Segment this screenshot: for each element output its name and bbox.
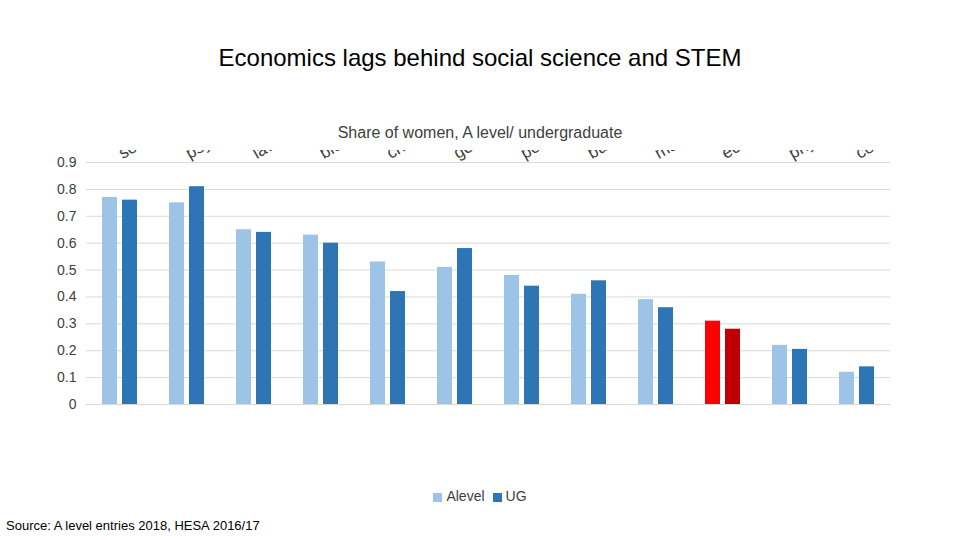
html-text:Source: A level entries 2018,: Source: A level entries 2018, HESA 2016/…: [6, 518, 260, 533]
svg-text:law: law: [249, 150, 281, 163]
svg-text:0.3: 0.3: [57, 315, 77, 331]
svg-text:physics: physics: [785, 150, 844, 163]
svg-text:biology: biology: [316, 150, 373, 163]
html-text:Alevel: Alevel: [446, 488, 485, 504]
svg-text:0: 0: [69, 396, 77, 412]
svg-text:geography: geography: [450, 150, 530, 163]
svg-text:0.7: 0.7: [57, 208, 77, 224]
svg-text:maths: maths: [651, 150, 701, 163]
html-text:Economics lags behind social s: Economics lags behind social science and…: [218, 44, 742, 71]
svg-text:0.1: 0.1: [57, 369, 77, 385]
svg-text:0.9: 0.9: [57, 154, 77, 170]
svg-text:chemistry: chemistry: [383, 150, 456, 163]
html-text:Share of women, A level/ under: Share of women, A level/ undergraduate: [337, 124, 623, 141]
svg-text:business: business: [584, 150, 652, 163]
svg-text:0.5: 0.5: [57, 262, 77, 278]
svg-text:computing: computing: [852, 150, 929, 163]
svg-text:0.4: 0.4: [57, 288, 77, 304]
svg-text:politics: politics: [517, 150, 572, 163]
svg-text:0.6: 0.6: [57, 235, 77, 251]
svg-text:0.8: 0.8: [57, 181, 77, 197]
html-text:UG: UG: [505, 488, 527, 504]
svg-text:economics: economics: [718, 150, 798, 163]
svg-text:sociology: sociology: [115, 150, 186, 163]
svg-text:0.2: 0.2: [57, 342, 77, 358]
